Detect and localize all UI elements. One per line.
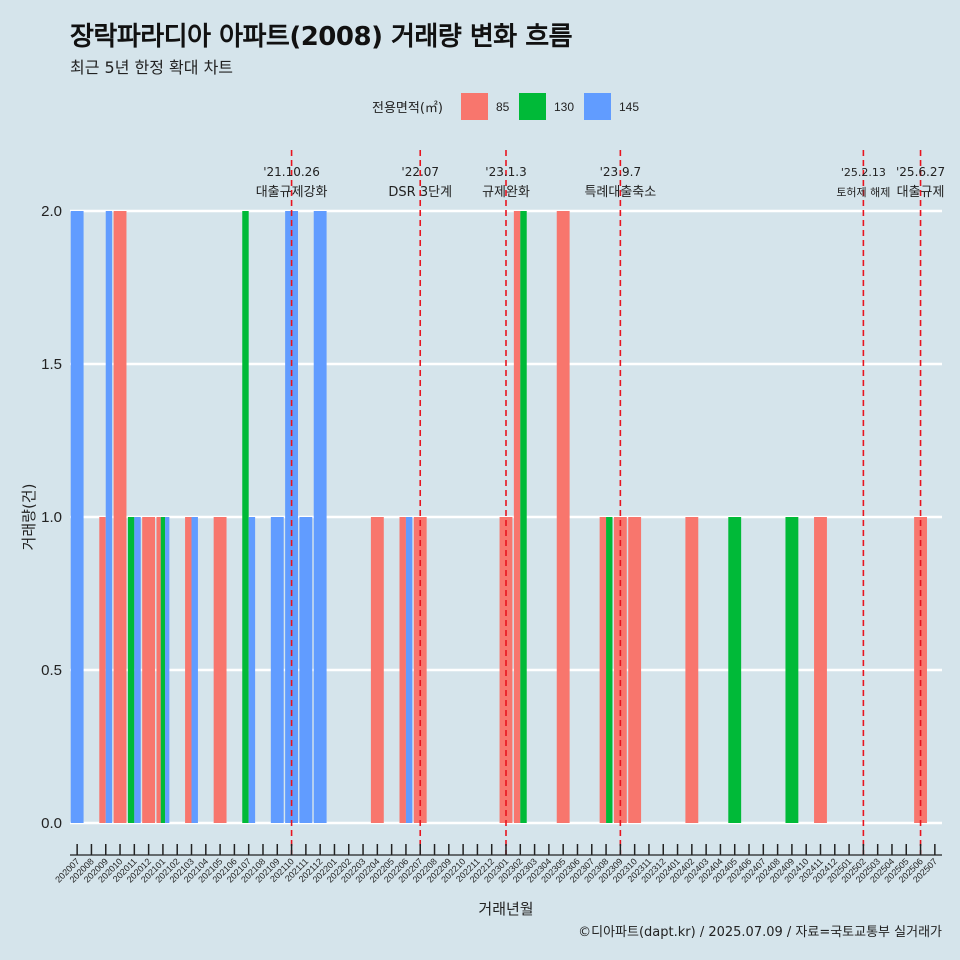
chart-subtitle: 최근 5년 한정 확대 차트 (70, 58, 234, 77)
bar-130-202011 (127, 517, 135, 823)
bar-145-202107 (248, 517, 256, 823)
y-tick-label: 0.5 (41, 662, 62, 679)
bar-85-202411 (814, 517, 827, 823)
bar-85-202310 (628, 517, 642, 823)
event-date: '21.10.26 (263, 165, 320, 179)
event-date: '25.2.13 (841, 166, 886, 179)
bar-145-202011 (134, 517, 141, 823)
bars (70, 211, 927, 823)
annotations: '21.10.26 대출규제강화 '22.07 DSR 3단계 '23.1.3 규제완화 '… (256, 150, 945, 855)
source-caption: ©디아파트(dapt.kr) / 2025.07.09 / 자료=국토교통부 실… (578, 925, 942, 940)
bar-85-202206 (399, 517, 406, 823)
event-label: DSR 3단계 (388, 185, 452, 200)
bar-145-202009 (105, 211, 113, 823)
bar-130-202409 (785, 517, 799, 823)
bar-85-202101 (156, 517, 161, 823)
bar-145-202109 (270, 517, 284, 823)
event-date: '23.1.3 (485, 165, 526, 179)
event-label: 특례대출축소 (584, 185, 656, 200)
bar-145-202110 (285, 211, 299, 823)
event-label: 토허제 해제 (836, 185, 890, 199)
event-label: 규제완화 (482, 185, 530, 200)
bar-130-202405 (728, 517, 742, 823)
event-date: '25.6.27 (896, 165, 945, 179)
bar-85-202010 (113, 211, 127, 823)
y-axis: 0.0 0.5 1.0 1.5 2.0 (41, 203, 62, 832)
y-tick-label: 1.0 (41, 509, 62, 526)
event-date: '22.07 (401, 165, 439, 179)
event-label: 대출규제 (897, 185, 945, 200)
event-date: '23.9.7 (600, 165, 641, 179)
legend-label-145: 145 (619, 100, 639, 114)
legend: 전용면적(㎡) 85 130 145 (372, 93, 639, 120)
legend-key-85 (461, 93, 488, 120)
legend-label-130: 130 (554, 100, 574, 114)
x-axis-title: 거래년월 (478, 900, 533, 918)
y-axis-title: 거래량(건) (20, 484, 38, 551)
y-tick-label: 0.0 (41, 815, 62, 832)
chart-title: 장락파라디아 아파트(2008) 거래량 변화 흐름 (70, 22, 573, 52)
bar-85-202105 (213, 517, 227, 823)
y-tick-label: 2.0 (41, 203, 62, 220)
legend-label-85: 85 (496, 100, 510, 114)
bar-85-202302 (513, 211, 521, 823)
bar-130-202101 (160, 517, 166, 823)
bar-85-202103 (185, 517, 192, 823)
bar-145-202112 (313, 211, 327, 823)
bar-85-202012 (142, 517, 156, 823)
bar-130-202308 (606, 517, 613, 823)
bar-85-202308 (599, 517, 607, 823)
bar-145-202101 (165, 517, 170, 823)
bar-145-202007 (70, 211, 84, 823)
legend-key-130 (519, 93, 546, 120)
bar-145-202103 (191, 517, 198, 823)
bar-145-202206 (405, 517, 413, 823)
legend-key-145 (584, 93, 611, 120)
bar-130-202107 (242, 211, 249, 823)
bar-130-202302 (520, 211, 527, 823)
bar-85-202204 (370, 517, 384, 823)
bar-145-202111 (299, 517, 313, 823)
bar-85-202305 (556, 211, 570, 823)
bar-85-202009 (99, 517, 106, 823)
x-axis: 2020072020082020092020102020112020122021… (53, 844, 942, 885)
legend-title: 전용면적(㎡) (372, 101, 443, 116)
event-label: 대출규제강화 (256, 185, 328, 200)
bar-85-202402 (685, 517, 699, 823)
y-tick-label: 1.5 (41, 356, 62, 373)
